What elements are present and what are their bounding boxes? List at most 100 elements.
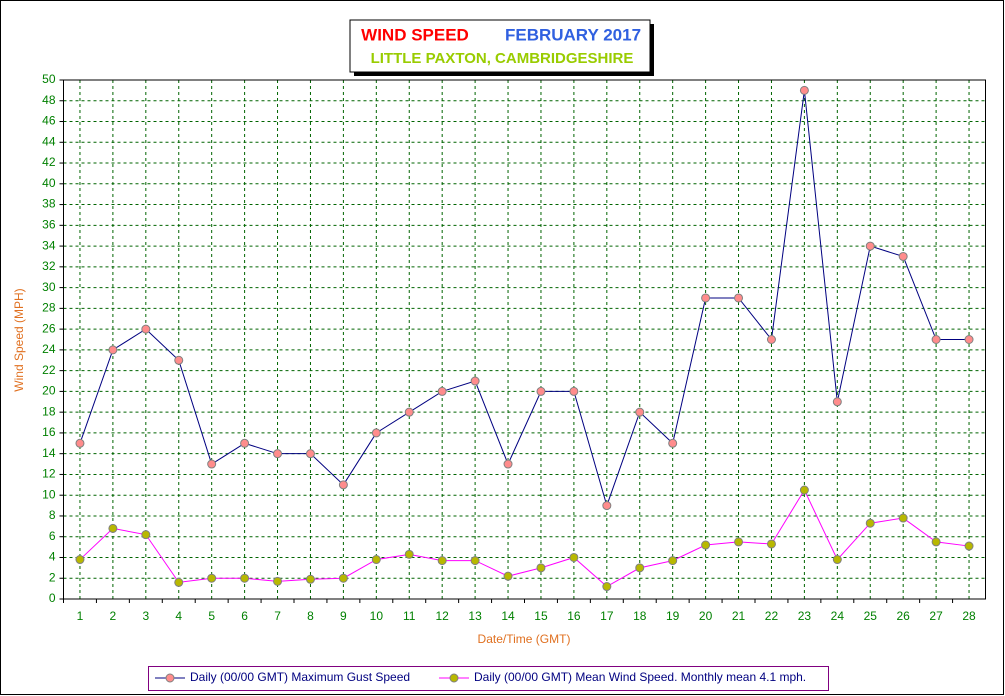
data-point bbox=[404, 549, 414, 559]
data-point bbox=[207, 573, 217, 583]
y-tick-label: 4 bbox=[49, 550, 56, 564]
data-point bbox=[470, 376, 480, 386]
y-tick-label: 10 bbox=[42, 487, 56, 501]
x-tick-label: 26 bbox=[896, 609, 910, 623]
y-tick-label: 2 bbox=[49, 570, 56, 584]
data-point bbox=[141, 324, 151, 334]
y-tick-label: 44 bbox=[42, 134, 56, 148]
data-point bbox=[602, 582, 612, 592]
data-point bbox=[305, 574, 315, 584]
data-point bbox=[240, 573, 250, 583]
x-tick-label: 24 bbox=[831, 609, 845, 623]
data-point bbox=[865, 241, 875, 251]
y-tick-label: 16 bbox=[42, 425, 56, 439]
data-point bbox=[799, 485, 809, 495]
x-tick-label: 27 bbox=[929, 609, 943, 623]
data-point bbox=[668, 556, 678, 566]
x-tick-label: 25 bbox=[864, 609, 878, 623]
y-tick-label: 42 bbox=[42, 155, 56, 169]
plot-area bbox=[63, 80, 986, 599]
x-tick-label: 4 bbox=[175, 609, 182, 623]
data-point bbox=[75, 555, 85, 565]
data-point bbox=[569, 386, 579, 396]
y-tick-label: 32 bbox=[42, 259, 56, 273]
data-point bbox=[701, 293, 711, 303]
data-point bbox=[503, 459, 513, 469]
data-point bbox=[503, 571, 513, 581]
y-tick-label: 6 bbox=[49, 529, 56, 543]
x-axis-label: Date/Time (GMT) bbox=[478, 632, 571, 646]
data-point bbox=[569, 552, 579, 562]
x-tick-label: 9 bbox=[340, 609, 347, 623]
x-tick-label: 15 bbox=[534, 609, 548, 623]
data-point bbox=[668, 438, 678, 448]
x-tick-label: 22 bbox=[765, 609, 779, 623]
x-tick-label: 1 bbox=[77, 609, 84, 623]
y-tick-label: 24 bbox=[42, 342, 56, 356]
x-tick-label: 23 bbox=[798, 609, 812, 623]
data-point bbox=[635, 563, 645, 573]
x-tick-label: 14 bbox=[501, 609, 515, 623]
series-line bbox=[79, 488, 970, 588]
chart-title-period: FEBRUARY 2017 bbox=[505, 25, 641, 44]
y-tick-label: 14 bbox=[42, 446, 56, 460]
data-point bbox=[832, 397, 842, 407]
data-point bbox=[437, 556, 447, 566]
data-point bbox=[75, 438, 85, 448]
data-point bbox=[437, 386, 447, 396]
data-point bbox=[273, 449, 283, 459]
series-line bbox=[79, 90, 970, 508]
y-tick-label: 26 bbox=[42, 321, 56, 335]
y-tick-label: 40 bbox=[42, 176, 56, 190]
x-tick-label: 20 bbox=[699, 609, 713, 623]
y-tick-label: 36 bbox=[42, 217, 56, 231]
x-tick-label: 21 bbox=[732, 609, 746, 623]
x-tick-label: 18 bbox=[633, 609, 647, 623]
data-point bbox=[865, 518, 875, 528]
data-point bbox=[766, 539, 776, 549]
data-point bbox=[766, 335, 776, 344]
x-tick-label: 19 bbox=[666, 609, 680, 623]
y-tick-label: 46 bbox=[42, 114, 56, 128]
data-point bbox=[964, 541, 974, 551]
data-point bbox=[174, 577, 184, 587]
x-tick-label: 16 bbox=[567, 609, 581, 623]
data-point bbox=[207, 459, 217, 469]
data-point bbox=[371, 428, 381, 438]
data-point bbox=[799, 85, 809, 95]
data-point bbox=[371, 555, 381, 565]
x-tick-label: 13 bbox=[468, 609, 482, 623]
x-tick-label: 2 bbox=[110, 609, 117, 623]
data-point bbox=[734, 537, 744, 547]
x-tick-label: 28 bbox=[962, 609, 976, 623]
y-tick-label: 8 bbox=[49, 508, 56, 522]
x-tick-label: 5 bbox=[208, 609, 215, 623]
data-point bbox=[240, 438, 250, 448]
x-tick-label: 17 bbox=[600, 609, 614, 623]
y-tick-label: 38 bbox=[42, 197, 56, 211]
data-point bbox=[832, 555, 842, 565]
y-tick-label: 28 bbox=[42, 301, 56, 315]
x-tick-label: 11 bbox=[403, 609, 416, 623]
chart-subtitle: LITTLE PAXTON, CAMBRIDGESHIRE bbox=[371, 50, 634, 67]
plot-border bbox=[63, 79, 986, 600]
data-point bbox=[602, 501, 612, 511]
data-point bbox=[174, 355, 184, 365]
legend-marker bbox=[449, 673, 459, 683]
x-tick-label: 7 bbox=[274, 609, 281, 623]
legend-marker bbox=[165, 673, 175, 683]
y-tick-label: 48 bbox=[42, 93, 56, 107]
data-point bbox=[898, 251, 908, 261]
data-point bbox=[108, 345, 118, 355]
data-point bbox=[734, 293, 744, 303]
legend-label: Daily (00/00 GMT) Mean Wind Speed. Month… bbox=[474, 670, 806, 684]
y-tick-label: 50 bbox=[42, 72, 56, 86]
chart-title: WIND SPEED bbox=[361, 25, 469, 44]
data-point bbox=[305, 449, 315, 459]
x-tick-label: 6 bbox=[241, 609, 248, 623]
data-point bbox=[404, 407, 414, 417]
data-point bbox=[635, 407, 645, 417]
data-point bbox=[964, 335, 974, 344]
y-tick-label: 30 bbox=[42, 280, 56, 294]
